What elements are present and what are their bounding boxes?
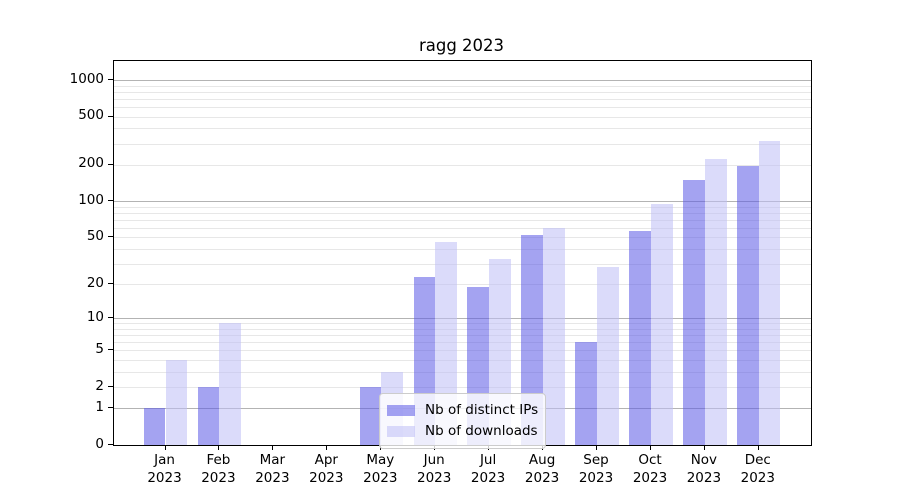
legend-swatch-distinct-ips <box>387 405 415 416</box>
legend-item-downloads: Nb of downloads <box>387 421 538 442</box>
grid-line-minor <box>114 263 811 265</box>
x-tick-label: Feb 2023 <box>201 452 236 486</box>
y-tick-label: 200 <box>78 155 104 172</box>
y-tick-mark <box>108 407 113 409</box>
y-tick-label: 100 <box>78 191 104 208</box>
x-tick-label: Dec 2023 <box>740 452 775 486</box>
x-tick-label: Oct 2023 <box>632 452 668 486</box>
x-tick-label: Apr 2023 <box>309 452 344 486</box>
grid-line-minor <box>114 128 811 130</box>
bar-downloads <box>597 267 619 445</box>
x-tick-mark <box>650 445 651 450</box>
x-tick-label: Jun 2023 <box>417 452 452 486</box>
bar-downloads <box>219 323 242 445</box>
grid-line-minor <box>114 143 811 145</box>
y-tick-mark <box>108 283 113 285</box>
legend-label-downloads: Nb of downloads <box>425 423 538 439</box>
y-tick-label: 0 <box>95 435 104 452</box>
bar-distinct-ips <box>143 408 166 445</box>
y-tick-mark <box>108 200 113 202</box>
legend-label-distinct-ips: Nb of distinct IPs <box>425 402 539 418</box>
y-tick-mark <box>108 444 113 445</box>
grid-line-minor <box>114 98 811 100</box>
x-tick-label: May 2023 <box>363 452 398 486</box>
grid-line-minor <box>114 212 811 214</box>
grid-line-minor <box>114 342 811 344</box>
grid-line-minor <box>114 164 811 166</box>
grid-line-minor <box>114 116 811 118</box>
x-tick-label: Nov 2023 <box>686 452 722 486</box>
y-tick-mark <box>108 79 113 80</box>
y-tick-mark <box>108 386 113 387</box>
grid-line-major <box>114 80 811 81</box>
x-tick-mark <box>326 445 328 450</box>
y-tick-label: 20 <box>86 274 104 291</box>
y-tick-mark <box>108 236 113 238</box>
y-tick-label: 1000 <box>69 70 104 87</box>
x-tick-label: Sep 2023 <box>578 452 614 486</box>
y-tick-mark <box>108 317 113 319</box>
bar-distinct-ips <box>683 179 705 445</box>
bar-distinct-ips <box>521 235 544 445</box>
grid-line-minor <box>114 360 811 361</box>
grid-line-minor <box>114 284 811 286</box>
legend-item-distinct-ips: Nb of distinct IPs <box>387 400 539 421</box>
bar-distinct-ips <box>359 387 382 445</box>
x-tick-mark <box>596 445 597 450</box>
plot-area: Nb of distinct IPs Nb of downloads <box>113 60 812 449</box>
grid-line-major <box>114 201 811 203</box>
x-tick-label: Aug 2023 <box>524 452 560 486</box>
x-tick-mark <box>757 445 759 450</box>
bar-downloads <box>704 159 727 445</box>
grid-line-minor <box>114 248 811 250</box>
bar-downloads <box>543 227 565 445</box>
bar-distinct-ips <box>737 166 759 445</box>
y-tick-label: 2 <box>95 377 104 394</box>
y-tick-label: 50 <box>86 227 104 244</box>
y-tick-label: 500 <box>78 107 104 124</box>
grid-line-minor <box>114 323 811 325</box>
x-tick-mark <box>272 445 274 450</box>
grid-line-minor <box>114 107 811 108</box>
y-tick-mark <box>108 115 113 117</box>
x-tick-mark <box>703 445 705 450</box>
legend: Nb of distinct IPs Nb of downloads <box>379 393 546 449</box>
grid-line-minor <box>114 91 811 93</box>
legend-swatch-downloads <box>387 426 415 437</box>
bar-distinct-ips <box>197 387 220 445</box>
y-tick-mark <box>108 349 113 351</box>
grid-line-minor <box>114 219 811 221</box>
x-tick-mark <box>164 445 166 450</box>
chart-title: ragg 2023 <box>418 36 505 55</box>
grid-line-minor <box>114 328 811 330</box>
grid-line-minor <box>114 335 811 337</box>
y-tick-label: 1 <box>95 398 104 415</box>
x-tick-label: Mar 2023 <box>255 452 290 486</box>
y-tick-label: 5 <box>95 340 104 357</box>
bar-downloads <box>651 203 673 445</box>
grid-line-minor <box>114 237 811 239</box>
grid-line-minor <box>114 85 811 87</box>
x-tick-mark <box>218 445 220 450</box>
grid-line-major <box>114 318 811 320</box>
grid-line-minor <box>114 387 811 388</box>
grid-line-minor <box>114 350 811 352</box>
bar-downloads <box>165 360 188 445</box>
y-tick-label: 10 <box>86 308 104 325</box>
grid-line-minor <box>114 206 811 208</box>
bar-distinct-ips <box>575 342 597 445</box>
x-tick-label: Jan 2023 <box>147 452 182 486</box>
grid-line-minor <box>114 227 811 229</box>
y-tick-mark <box>108 163 113 165</box>
x-tick-label: Jul 2023 <box>470 452 506 486</box>
bar-distinct-ips <box>629 231 651 445</box>
grid-line-minor <box>114 371 811 373</box>
bar-downloads <box>758 141 781 445</box>
